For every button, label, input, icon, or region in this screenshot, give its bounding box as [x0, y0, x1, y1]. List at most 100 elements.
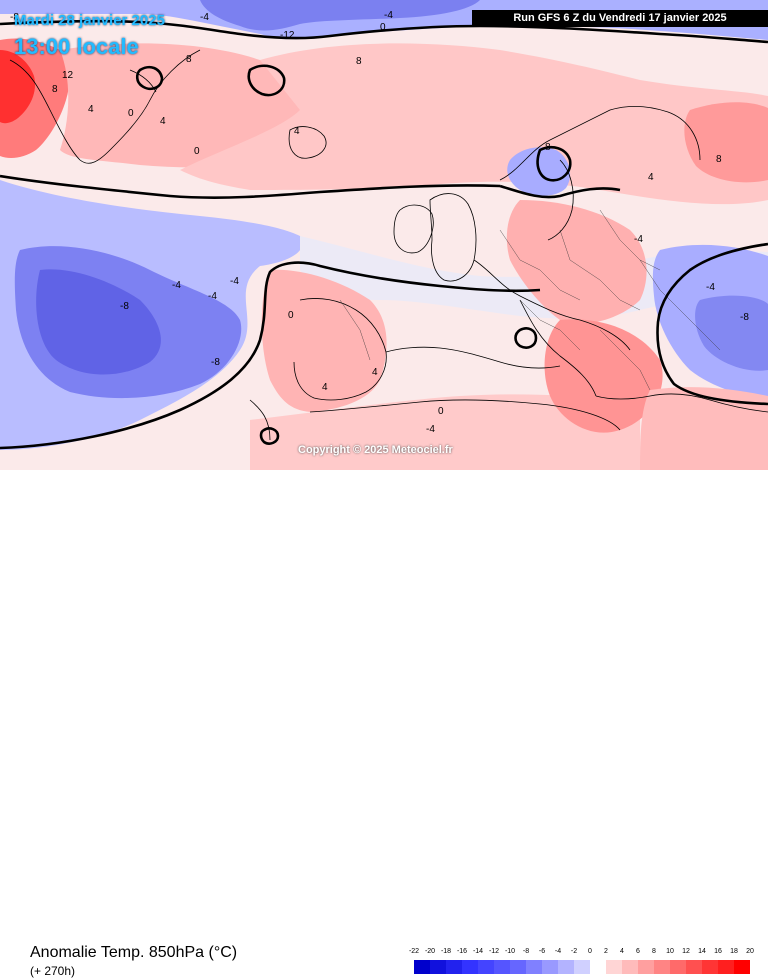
color-scale-swatch: [462, 960, 478, 974]
color-scale-swatch: [606, 960, 622, 974]
color-scale-legend: -22 -20 -18 -16 -14 -12 -10 -8 -6 -4 -2 0 2 4 6 8 10 12 14…: [409, 948, 754, 978]
color-scale-label: -22: [408, 948, 420, 955]
color-scale-swatch: [670, 960, 686, 974]
contour-label: -4: [230, 276, 239, 287]
contour-label: 4: [372, 367, 378, 378]
color-scale-swatch: [718, 960, 734, 974]
contour-label: 4: [322, 382, 328, 393]
contour-label: -4: [426, 424, 435, 435]
contour-label: 8: [52, 84, 58, 95]
contour-label: 0: [288, 310, 294, 321]
color-scale-labels: -22 -20 -18 -16 -14 -12 -10 -8 -6 -4 -2 0 2 4 6 8 10 12 14…: [409, 948, 754, 958]
color-scale-label: 18: [730, 948, 738, 955]
color-scale-swatch: [494, 960, 510, 974]
contour-label: -4: [200, 12, 209, 23]
color-scale-swatch: [622, 960, 638, 974]
contour-label: -8: [211, 357, 220, 368]
contour-label: 0: [128, 108, 134, 119]
color-scale-swatch: [414, 960, 430, 974]
color-scale-label: -10: [504, 948, 516, 955]
color-scale-swatch: [430, 960, 446, 974]
color-scale-swatch: [478, 960, 494, 974]
footer-panel: Anomalie Temp. 850hPa (°C) (+ 270h) -22-…: [0, 470, 768, 978]
color-scale-label: 16: [714, 948, 722, 955]
contour-label: 8: [356, 56, 362, 67]
forecast-local-time: 13:00 locale: [14, 34, 139, 59]
contour-label: -4: [384, 10, 393, 21]
russia-warm: [684, 102, 768, 183]
color-scale-label: -18: [440, 948, 452, 955]
color-scale-label: 4: [620, 948, 624, 955]
contour-label: 4: [294, 126, 300, 137]
contour-label: 4: [160, 116, 166, 127]
north-africa-warm: [250, 394, 640, 470]
color-scale-swatch: [686, 960, 702, 974]
greenland-sea-warm: [60, 43, 308, 168]
contour-label: 8: [716, 154, 722, 165]
atlantic-core-cold: [36, 269, 161, 375]
contour-label: -4: [208, 291, 217, 302]
color-scale-label: 8: [652, 948, 656, 955]
color-scale-label: -16: [456, 948, 468, 955]
turkey-warm: [640, 387, 768, 470]
color-scale-swatch: [558, 960, 574, 974]
east-europe-deep-cold: [695, 295, 768, 371]
color-scale-swatch: [574, 960, 590, 974]
contour-label: -8: [120, 301, 129, 312]
lead-time: (+ 270h): [30, 964, 76, 978]
balkans-warm: [544, 319, 663, 433]
run-info-box: Run GFS 6 Z du Vendredi 17 janvier 2025: [472, 10, 768, 27]
color-scale-swatch: [542, 960, 558, 974]
color-scale-swatch: [510, 960, 526, 974]
coastlines: [9, 49, 768, 441]
zero-isolines: [0, 19, 768, 450]
contour-label: -8: [10, 12, 19, 23]
color-scale-label: 6: [636, 948, 640, 955]
color-scale-label: -14: [472, 948, 484, 955]
color-scale-bar: [414, 960, 750, 974]
color-scale-label: 0: [588, 948, 592, 955]
color-scale-label: 20: [746, 948, 754, 955]
map-area: -8 -4 -12 -4 0 12 8 4 0 8 4 8 4 8 0 -4 -8 -4 -8 -4 0 4 4 0 -4 -8-…: [0, 0, 768, 470]
parameter-title: Anomalie Temp. 850hPa (°C): [30, 944, 238, 961]
color-scale-swatch: [654, 960, 670, 974]
color-scale-label: -4: [554, 948, 562, 955]
arctic-deep-cold: [200, 0, 480, 31]
iberia-warm: [261, 269, 387, 412]
contour-label: 0: [438, 406, 444, 417]
contour-label: 12: [62, 70, 74, 81]
color-scale-label: -12: [488, 948, 500, 955]
north-atlantic-warm: [180, 43, 768, 205]
color-scale-swatch: [638, 960, 654, 974]
contour-label: 8: [545, 142, 551, 153]
color-scale-label: 12: [682, 948, 690, 955]
color-scale-swatch: [702, 960, 718, 974]
color-scale-label: 10: [666, 948, 674, 955]
central-europe-warm: [506, 200, 647, 324]
color-scale-swatch: [526, 960, 542, 974]
color-scale-swatch: [734, 960, 750, 974]
copyright-text: Copyright © 2025 Meteociel.fr: [298, 444, 453, 456]
color-scale-label: -2: [570, 948, 578, 955]
forecast-date: Mardi 28 janvier 2025: [14, 12, 165, 29]
contour-label: -8: [740, 312, 749, 323]
color-scale-label: -20: [424, 948, 436, 955]
contour-label: 8: [186, 54, 192, 65]
contour-label: 0: [380, 22, 386, 33]
color-scale-swatch: [446, 960, 462, 974]
borders: [339, 209, 721, 391]
contour-label: 4: [88, 104, 94, 115]
contour-label: -4: [172, 280, 181, 291]
contour-label: 4: [648, 172, 654, 183]
color-scale-label: 14: [698, 948, 706, 955]
contour-label: 0: [194, 146, 200, 157]
contour-label: -12: [280, 30, 295, 41]
color-scale-label: -6: [538, 948, 546, 955]
color-scale-label: 2: [604, 948, 608, 955]
contour-label: -4: [634, 234, 643, 245]
contour-label: -4: [706, 282, 715, 293]
greenland-deep-warm: [0, 50, 36, 124]
color-scale-label: -8: [522, 948, 530, 955]
